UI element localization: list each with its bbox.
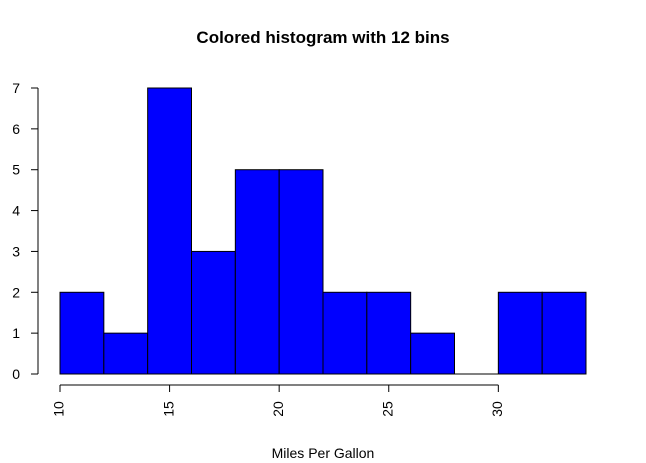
histogram-bar xyxy=(278,169,324,375)
x-tick-label: 15 xyxy=(160,401,176,417)
histogram-bar xyxy=(103,332,149,375)
x-axis-label: Miles Per Gallon xyxy=(271,445,375,461)
y-tick-label: 6 xyxy=(12,121,20,137)
histogram-bar xyxy=(234,169,280,375)
x-tick-label: 25 xyxy=(379,401,395,417)
y-tick-label: 0 xyxy=(12,366,20,382)
chart-title: Colored histogram with 12 bins xyxy=(196,28,450,47)
y-tick-label: 3 xyxy=(12,243,20,259)
histogram-bar xyxy=(541,291,587,375)
histogram-bar xyxy=(366,291,412,375)
y-tick-label: 7 xyxy=(12,80,20,96)
y-tick-label: 2 xyxy=(12,284,20,300)
histogram-bar xyxy=(497,291,543,375)
histogram-bar xyxy=(410,332,455,375)
histogram-bar xyxy=(59,291,105,375)
x-tick-label: 30 xyxy=(489,401,505,417)
x-tick-label: 20 xyxy=(270,401,286,417)
histogram-bar xyxy=(147,87,193,375)
histogram-bar xyxy=(191,250,236,375)
y-tick-label: 5 xyxy=(12,162,20,178)
x-tick-label: 10 xyxy=(51,401,67,417)
y-tick-label: 4 xyxy=(12,203,20,219)
histogram-bar xyxy=(322,291,368,375)
y-tick-label: 1 xyxy=(12,325,20,341)
